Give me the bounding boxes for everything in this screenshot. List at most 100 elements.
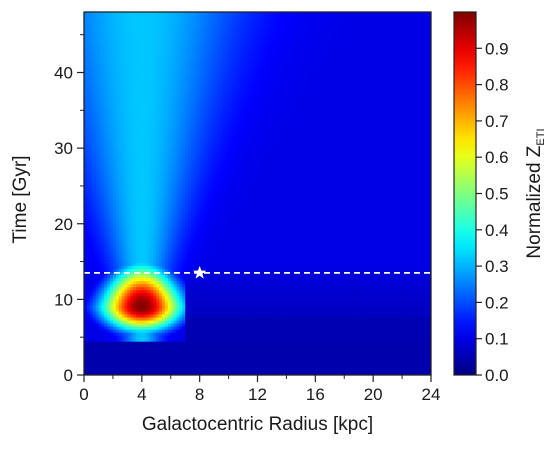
heatmap-cell — [84, 27, 88, 31]
heatmap-cell — [193, 42, 198, 46]
heatmap-cell — [341, 78, 345, 83]
heatmap-cell — [156, 93, 160, 98]
heatmap-cell — [121, 30, 126, 34]
heatmap-cell — [234, 99, 238, 104]
heatmap-cell — [387, 21, 392, 25]
heatmap-cell — [104, 81, 108, 86]
heatmap-cell — [419, 81, 423, 86]
heatmap-cell — [95, 36, 100, 40]
heatmap-cell — [245, 57, 250, 62]
heatmap-cell — [153, 12, 157, 16]
heatmap-cell — [269, 60, 273, 65]
heatmap-cell — [112, 48, 117, 52]
heatmap-cell — [280, 33, 285, 37]
heatmap-cell — [254, 72, 259, 77]
heatmap-cell — [127, 78, 131, 83]
heatmap-cell — [306, 21, 311, 25]
heatmap-cell — [208, 18, 212, 22]
heatmap-cell — [243, 33, 247, 37]
heatmap-cell — [384, 96, 389, 101]
heatmap-cell — [384, 81, 389, 86]
heatmap-cell — [300, 72, 305, 77]
heatmap-cell — [347, 81, 351, 86]
heatmap-cell — [378, 69, 383, 74]
heatmap-cell — [407, 24, 412, 28]
heatmap-cell — [234, 48, 238, 52]
heatmap-cell — [358, 60, 363, 65]
heatmap-cell — [396, 24, 400, 28]
heatmap-cell — [107, 99, 111, 104]
heatmap-cell — [306, 33, 311, 37]
heatmap-cell — [410, 72, 415, 77]
heatmap-cell — [98, 102, 102, 107]
heatmap-cell — [387, 60, 392, 65]
heatmap-cell — [231, 84, 235, 89]
heatmap-cell — [303, 75, 308, 80]
heatmap-cell — [257, 66, 261, 71]
heatmap-cell — [219, 36, 224, 40]
heatmap-cell — [425, 63, 429, 68]
heatmap-cell — [341, 90, 345, 95]
heatmap-cell — [107, 42, 111, 46]
heatmap-cell — [86, 93, 91, 98]
heatmap-cell — [193, 69, 198, 74]
heatmap-cell — [190, 63, 195, 68]
heatmap-cell — [110, 51, 114, 55]
heatmap-cell — [150, 93, 154, 98]
heatmap-cell — [361, 63, 366, 68]
heatmap-cell — [107, 96, 111, 101]
heatmap-cell — [321, 102, 325, 107]
heatmap-cell — [219, 81, 224, 86]
heatmap-cell — [347, 30, 351, 34]
heatmap-cell — [373, 18, 377, 22]
heatmap-cell — [234, 45, 238, 49]
heatmap-cell — [283, 21, 288, 25]
heatmap-cell — [136, 66, 140, 71]
heatmap-cell — [297, 66, 302, 71]
heatmap-cell — [112, 12, 117, 16]
heatmap-cell — [361, 27, 366, 31]
heatmap-cell — [173, 36, 178, 40]
heatmap-cell — [127, 69, 131, 74]
heatmap-cell — [295, 78, 299, 83]
heatmap-cell — [341, 60, 345, 65]
heatmap-cell — [321, 27, 325, 31]
heatmap-cell — [130, 12, 134, 16]
heatmap-cell — [347, 24, 351, 28]
heatmap-cell — [315, 63, 319, 68]
heatmap-cell — [312, 27, 316, 31]
heatmap-cell — [141, 15, 146, 19]
heatmap-cell — [141, 45, 146, 49]
heatmap-cell — [170, 78, 175, 83]
heatmap-cell — [130, 99, 134, 104]
heatmap-cell — [419, 36, 423, 40]
heatmap-cell — [245, 99, 250, 104]
heatmap-cell — [324, 72, 328, 77]
heatmap-cell — [289, 99, 293, 104]
heatmap-cell — [110, 36, 114, 40]
heatmap-cell — [355, 78, 360, 83]
heatmap-cell — [341, 87, 345, 92]
heatmap-cell — [309, 102, 314, 107]
heatmap-cell — [98, 99, 102, 104]
heatmap-cell — [240, 36, 244, 40]
heatmap-cell — [373, 90, 377, 95]
heatmap-cell — [384, 84, 389, 89]
heatmap-cell — [176, 60, 181, 65]
heatmap-cell — [144, 87, 149, 92]
heatmap-cell — [205, 69, 209, 74]
heatmap-cell — [416, 69, 421, 74]
heatmap-cell — [396, 69, 400, 74]
heatmap-cell — [118, 42, 123, 46]
heatmap-cell — [162, 39, 166, 43]
heatmap-cell — [110, 72, 114, 77]
heatmap-cell — [193, 93, 198, 98]
heatmap-cell — [110, 42, 114, 46]
heatmap-cell — [237, 18, 241, 22]
heatmap-cell — [254, 66, 259, 71]
heatmap-cell — [422, 12, 426, 16]
heatmap-cell — [295, 21, 299, 25]
heatmap-cell — [257, 51, 261, 55]
heatmap-cell — [410, 30, 415, 34]
heatmap-cell — [381, 60, 386, 65]
